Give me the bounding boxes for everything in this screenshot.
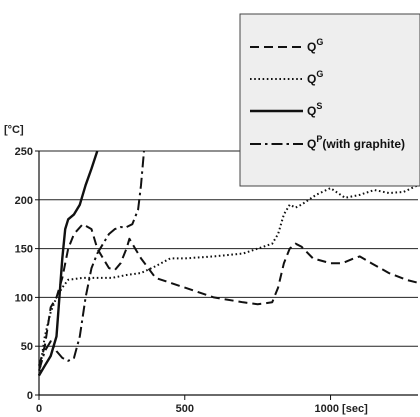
series-line-2-dotted	[38, 184, 419, 376]
series-line-3-solid	[37, 150, 99, 377]
x-tick-label: 500	[176, 403, 194, 415]
y-tick-label: 0	[27, 390, 33, 402]
legend-label-superscript: G	[316, 37, 323, 47]
y-tick-label: 250	[15, 146, 33, 158]
legend-label-superscript: G	[316, 69, 323, 79]
y-axis-label: [°C]	[4, 124, 24, 136]
legend-box	[239, 13, 420, 187]
legend-label-name: Q	[307, 104, 316, 118]
legend-label-4: QP(with graphite)	[307, 134, 405, 151]
x-tick-label: 0	[36, 403, 42, 415]
series-line-4-dashdot	[38, 150, 145, 371]
legend-label-superscript: P	[316, 134, 322, 144]
legend-label-name: Q	[307, 40, 316, 54]
y-tick-label: 150	[15, 244, 33, 256]
x-tick-label: 1000 [sec]	[315, 403, 369, 415]
legend-label-superscript: S	[316, 101, 322, 111]
legend-label-2: QG	[307, 69, 323, 86]
legend-label-1: QG	[307, 37, 323, 54]
legend-label-3: QS	[307, 101, 322, 118]
legend-label-name: Q	[307, 137, 316, 151]
y-tick-label: 100	[15, 292, 33, 304]
y-tick-label: 50	[21, 341, 33, 353]
legend-label-note: (with graphite)	[322, 137, 405, 151]
series-line-1-dashed	[38, 223, 419, 366]
legend-label-name: Q	[307, 72, 316, 86]
y-tick-label: 200	[15, 195, 33, 207]
